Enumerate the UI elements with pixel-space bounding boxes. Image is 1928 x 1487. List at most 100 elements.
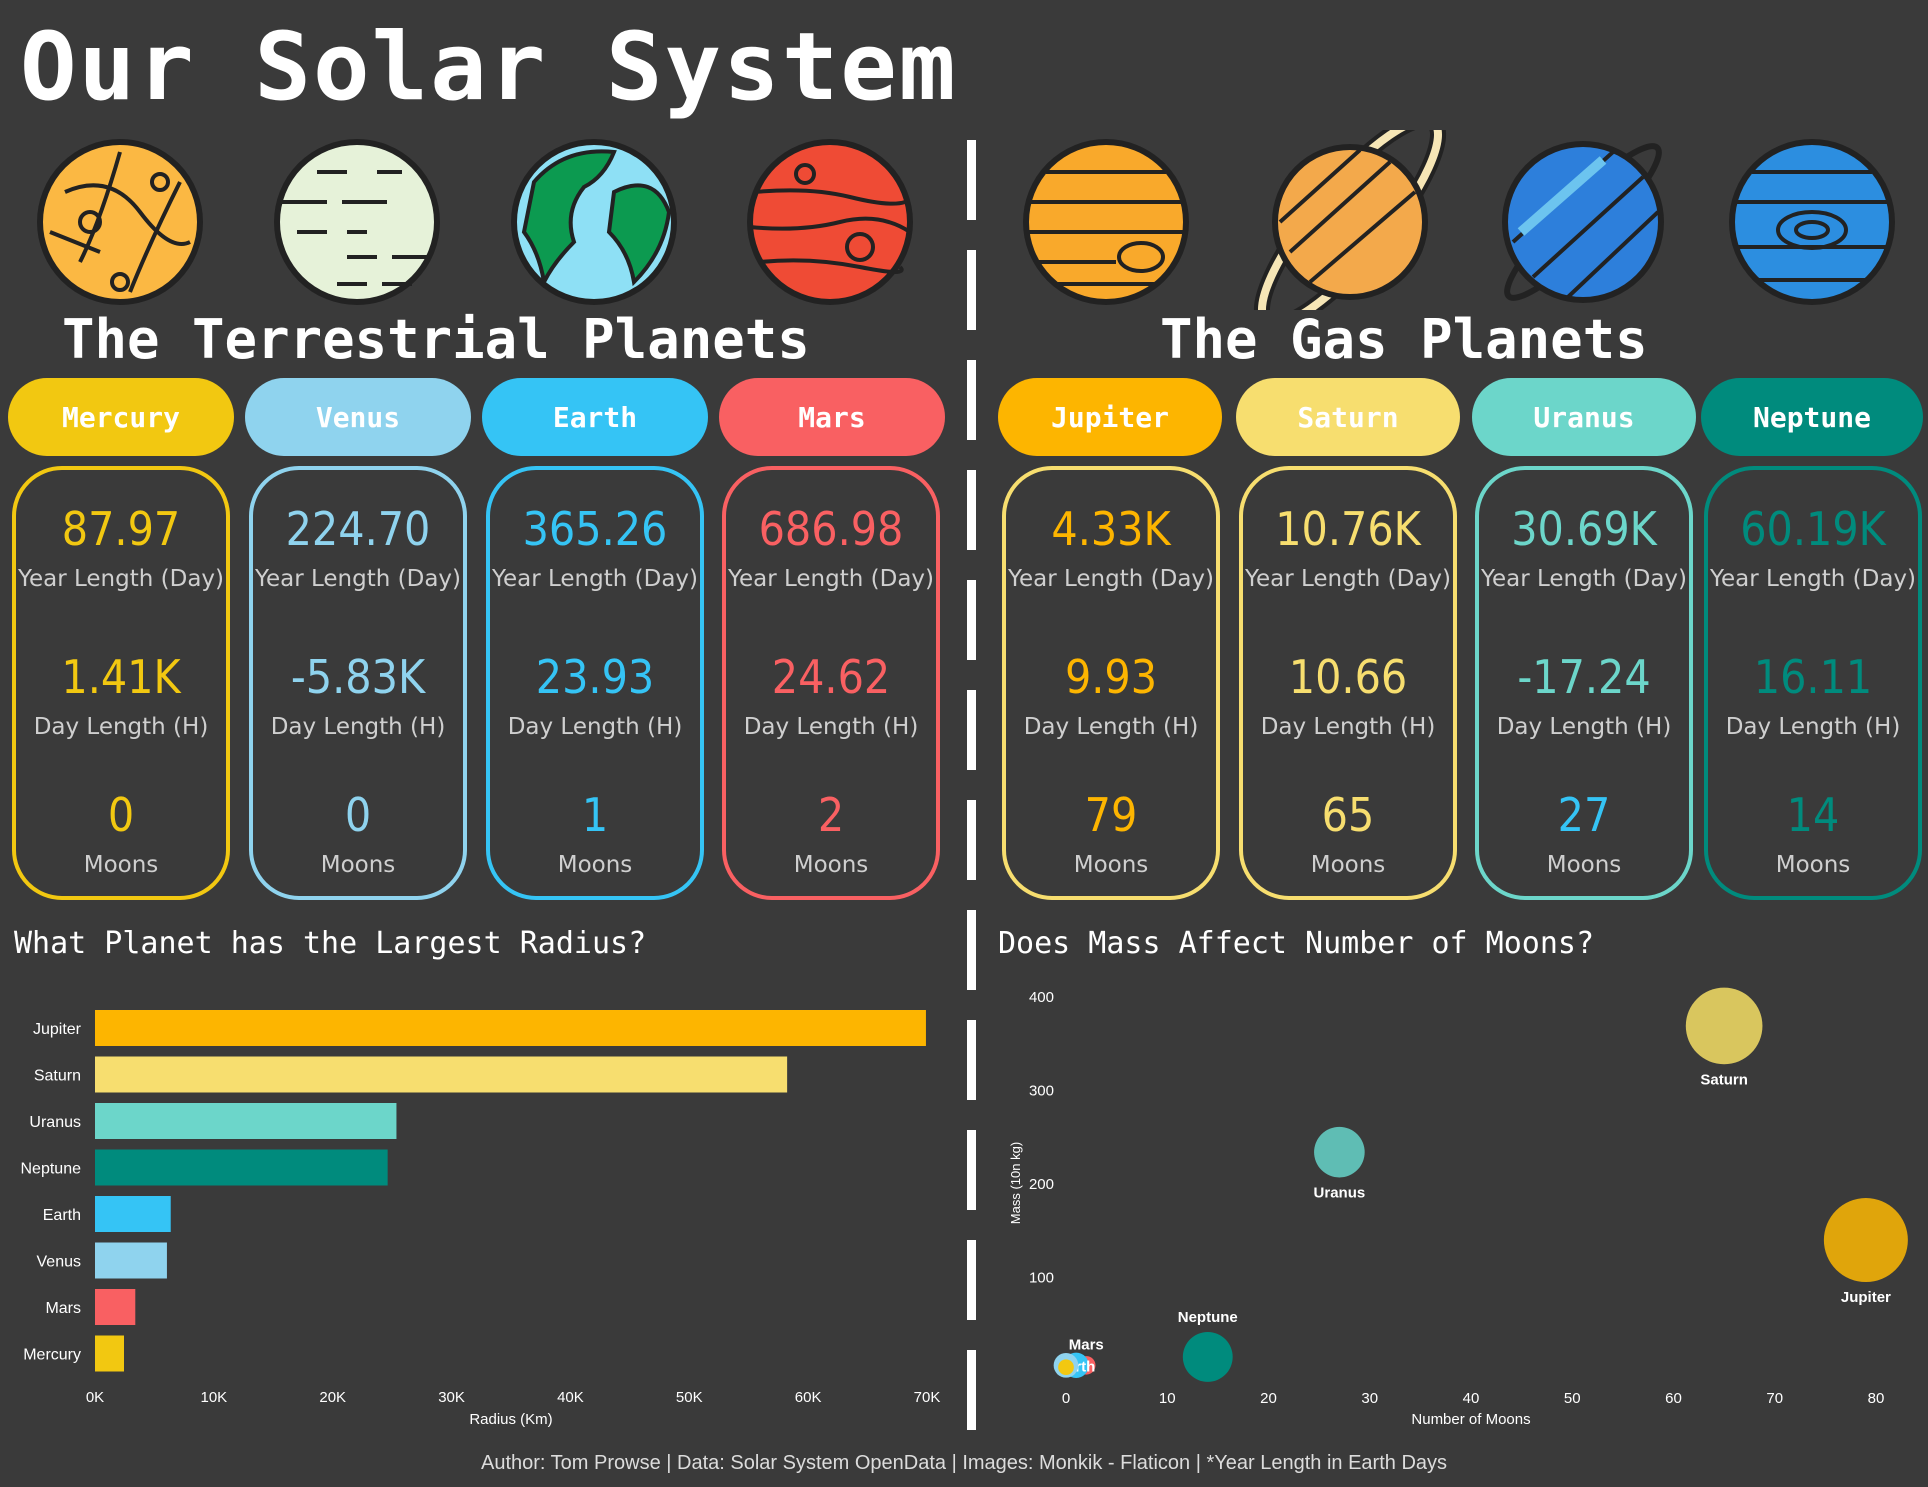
x-tick-label: 30 — [1361, 1390, 1378, 1407]
terrestrial-section-title: The Terrestrial Planets — [62, 308, 810, 371]
footer-credits: Author: Tom Prowse | Data: Solar System … — [480, 1452, 1448, 1474]
moons-label: Moons — [83, 852, 159, 878]
point-uranus — [1314, 1126, 1365, 1178]
divider-segment — [967, 1130, 976, 1210]
x-tick-label: 10 — [1159, 1390, 1176, 1407]
year-length-label: Year Length (Day) — [254, 566, 461, 592]
page-title: Our Solar System — [20, 13, 958, 122]
x-tick-label: 40 — [1463, 1390, 1480, 1407]
category-label: Mars — [45, 1300, 81, 1317]
jupiter-icon — [1023, 139, 1189, 305]
divider-segment — [967, 250, 976, 330]
x-tick-label: 70 — [1766, 1390, 1783, 1407]
x-axis-label: Radius (Km) — [469, 1411, 552, 1428]
year-length-label: Year Length (Day) — [1007, 566, 1214, 592]
year-length-label: Year Length (Day) — [727, 566, 934, 592]
bar-earth — [95, 1196, 171, 1232]
x-tick-label: 70K — [914, 1389, 941, 1406]
year-length-label: Year Length (Day) — [1709, 566, 1916, 592]
bar-venus — [95, 1242, 167, 1279]
planet-pill-neptune: Neptune — [1701, 378, 1923, 456]
moons-value: 14 — [1786, 788, 1840, 842]
planet-pill-saturn: Saturn — [1236, 378, 1460, 456]
year-length-value: 60.19K — [1740, 502, 1886, 556]
day-length-label: Day Length (H) — [743, 714, 919, 740]
day-length-value: -5.83K — [290, 650, 426, 704]
point-label: Saturn — [1700, 1071, 1748, 1088]
planet-card-jupiter: 4.33K Year Length (Day) 9.93 Day Length … — [1002, 466, 1220, 900]
planet-pill-mercury: Mercury — [8, 378, 234, 456]
point-label: Uranus — [1314, 1184, 1366, 1201]
day-length-value: 9.93 — [1064, 650, 1158, 704]
neptune-icon — [1729, 139, 1895, 305]
day-length-value: 24.62 — [771, 650, 891, 704]
category-label: Saturn — [34, 1068, 81, 1085]
uranus-icon — [1502, 141, 1664, 303]
earth-icon — [511, 139, 677, 305]
moons-value: 27 — [1557, 788, 1611, 842]
y-tick-label: 200 — [1029, 1176, 1054, 1193]
x-tick-label: 20 — [1260, 1390, 1277, 1407]
day-length-value: 10.66 — [1288, 650, 1408, 704]
divider-segment — [967, 910, 976, 990]
day-length-label: Day Length (H) — [1496, 714, 1672, 740]
day-length-label: Day Length (H) — [507, 714, 683, 740]
year-length-label: Year Length (Day) — [17, 566, 224, 592]
moons-label: Moons — [1073, 852, 1149, 878]
x-tick-label: 10K — [201, 1389, 228, 1406]
point-label: Jupiter — [1841, 1289, 1891, 1306]
x-tick-label: 50 — [1564, 1390, 1581, 1407]
point-jupiter — [1823, 1198, 1908, 1283]
point-neptune — [1182, 1331, 1233, 1382]
bar-neptune — [95, 1149, 388, 1186]
y-tick-label: 400 — [1029, 989, 1054, 1006]
planet-pill-uranus: Uranus — [1472, 378, 1696, 456]
moons-value: 0 — [107, 788, 135, 842]
day-length-label: Day Length (H) — [1023, 714, 1199, 740]
divider-segment — [967, 1240, 976, 1320]
day-length-value: 1.41K — [61, 650, 181, 704]
x-tick-label: 0 — [1062, 1390, 1070, 1407]
planet-icons-row — [37, 130, 1895, 310]
moons-value: 79 — [1084, 788, 1138, 842]
day-length-label: Day Length (H) — [1725, 714, 1901, 740]
x-tick-label: 30K — [438, 1389, 465, 1406]
bar-saturn — [95, 1056, 788, 1093]
day-length-label: Day Length (H) — [1260, 714, 1436, 740]
year-length-value: 686.98 — [758, 502, 904, 556]
x-tick-label: 40K — [557, 1389, 584, 1406]
category-label: Neptune — [21, 1161, 82, 1178]
moons-label: Moons — [1546, 852, 1622, 878]
point-saturn — [1685, 987, 1763, 1065]
category-label: Mercury — [23, 1347, 81, 1364]
x-tick-label: 60 — [1665, 1390, 1682, 1407]
gas-section-title: The Gas Planets — [1160, 308, 1648, 371]
bar-uranus — [95, 1103, 397, 1139]
divider-segment — [967, 360, 976, 440]
moons-label: Moons — [793, 852, 869, 878]
year-length-value: 87.97 — [61, 502, 181, 556]
moons-value: 65 — [1321, 788, 1375, 842]
venus-icon — [274, 139, 440, 305]
saturn-icon — [1254, 130, 1446, 310]
planet-pill-venus: Venus — [245, 378, 471, 456]
divider-segment — [967, 690, 976, 770]
mass-moons-scatter-chart: 100 200 300 400 0 10 20 30 40 50 60 70 80 Number of M… — [1008, 987, 1908, 1428]
x-tick-label: 60K — [795, 1389, 822, 1406]
mars-icon — [747, 139, 913, 305]
day-length-label: Day Length (H) — [33, 714, 209, 740]
planet-pill-earth: Earth — [482, 378, 708, 456]
moons-value: 0 — [344, 788, 372, 842]
category-label: Earth — [43, 1207, 81, 1224]
moons-chart-title: Does Mass Affect Number of Moons? — [998, 926, 1595, 961]
category-label: Venus — [37, 1254, 81, 1271]
planet-card-neptune: 60.19K Year Length (Day) 16.11 Day Lengt… — [1704, 466, 1922, 900]
bar-mars — [95, 1289, 136, 1325]
divider-segment — [967, 1350, 976, 1430]
divider-segment — [967, 580, 976, 660]
divider-segment — [967, 470, 976, 550]
planet-card-earth: 365.26 Year Length (Day) 23.93 Day Lengt… — [486, 466, 704, 900]
planet-pill-mars: Mars — [719, 378, 945, 456]
year-length-label: Year Length (Day) — [491, 566, 698, 592]
moons-label: Moons — [1310, 852, 1386, 878]
